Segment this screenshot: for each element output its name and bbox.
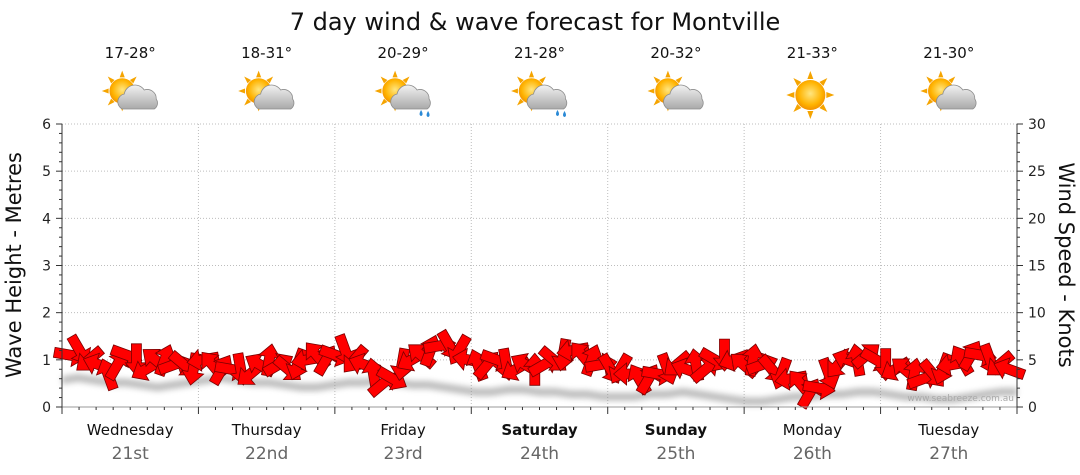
day-date-label: 26th <box>793 444 832 464</box>
day-date-label: 25th <box>656 444 695 464</box>
temp-range-label: 17-28° <box>105 44 156 62</box>
partly-cloudy-icon <box>920 70 977 112</box>
day-date-label: 22nd <box>245 444 288 464</box>
wave-series <box>62 373 1017 406</box>
temp-range-label: 21-33° <box>787 44 838 62</box>
day-labels: Wednesday 21st Thursday 22nd Friday 23rd Satur… <box>61 407 1018 464</box>
right-tick-label: 25 <box>1028 164 1046 180</box>
showers-icon <box>511 70 568 117</box>
day-date-label: 24th <box>520 444 559 464</box>
right-tick-label: 30 <box>1028 117 1046 133</box>
plot-area <box>52 123 1027 410</box>
weather-row: 17-28° 18-31° 20-29° 21-28° 20-32° 21-33° 21-3… <box>101 44 977 119</box>
right-tick-label: 20 <box>1028 211 1046 227</box>
right-tick-label: 5 <box>1028 353 1037 369</box>
wave-band <box>62 373 1017 406</box>
left-tick-label: 3 <box>42 259 51 275</box>
right-axis: 0 5 10 15 20 25 30 <box>1016 117 1046 416</box>
left-axis: 0 1 2 3 4 5 6 <box>42 117 63 416</box>
temp-range-label: 20-29° <box>378 44 429 62</box>
left-tick-label: 5 <box>42 164 51 180</box>
day-date-label: 23rd <box>384 444 423 464</box>
left-tick-label: 1 <box>42 353 51 369</box>
right-tick-label: 0 <box>1028 400 1037 416</box>
left-tick-label: 6 <box>42 117 51 133</box>
day-name-label: Sunday <box>645 421 708 439</box>
day-date-label: 27th <box>929 444 968 464</box>
day-date-label: 21st <box>112 444 149 464</box>
day-name-label: Wednesday <box>87 421 174 439</box>
partly-cloudy-icon <box>101 70 158 112</box>
temp-range-label: 20-32° <box>650 44 701 62</box>
temp-range-label: 21-30° <box>923 44 974 62</box>
right-tick-label: 15 <box>1028 259 1046 275</box>
left-tick-label: 4 <box>42 211 51 227</box>
day-name-label: Tuesday <box>917 421 979 439</box>
day-name-label: Thursday <box>231 421 302 439</box>
left-axis-title: Wave Height - Metres <box>2 152 26 378</box>
day-name-label: Friday <box>380 421 426 439</box>
partly-cloudy-icon <box>647 70 704 112</box>
day-name-label: Saturday <box>501 421 578 439</box>
wind-series <box>52 328 1027 410</box>
day-name-label: Monday <box>783 421 842 439</box>
temp-range-label: 21-28° <box>514 44 565 62</box>
sunny-icon <box>786 71 835 119</box>
wind-arrow <box>993 357 1027 380</box>
chart-title: 7 day wind & wave forecast for Montville <box>290 8 781 36</box>
left-tick-label: 0 <box>42 400 51 416</box>
watermark: www.seabreeze.com.au <box>907 394 1014 404</box>
right-tick-label: 10 <box>1028 306 1046 322</box>
right-axis-title: Wind Speed - Knots <box>1054 162 1078 367</box>
temp-range-label: 18-31° <box>241 44 292 62</box>
left-tick-label: 2 <box>42 306 51 322</box>
showers-icon <box>374 70 431 117</box>
partly-cloudy-icon <box>238 70 295 112</box>
